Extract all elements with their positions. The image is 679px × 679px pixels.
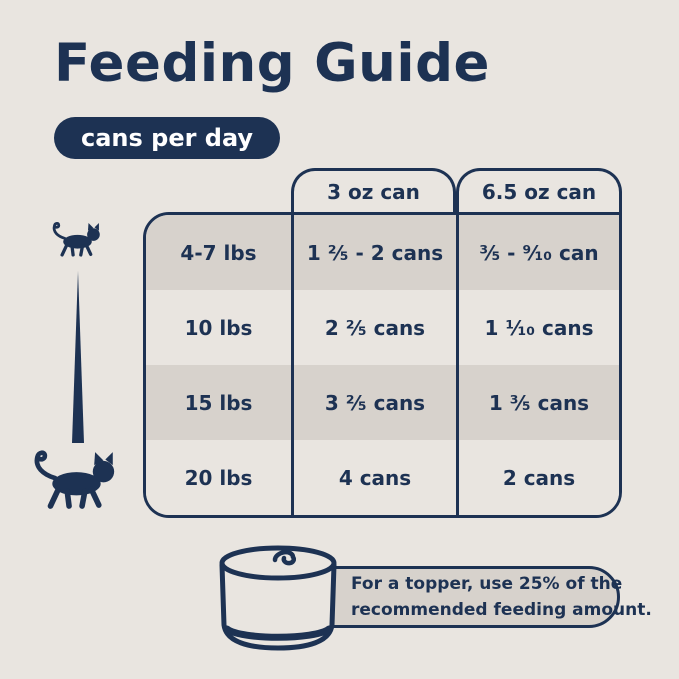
amount-65oz-cell: 1 ¹⁄₁₀ cans xyxy=(456,290,619,365)
amount-65oz-cell: ³⁄₅ - ⁹⁄₁₀ can xyxy=(456,215,619,290)
amount-65oz-cell: 1 ³⁄₅ cans xyxy=(456,365,619,440)
table-row: 15 lbs 3 ²⁄₅ cans 1 ³⁄₅ cans xyxy=(146,365,619,440)
column-header-3oz-label: 3 oz can xyxy=(327,179,420,204)
weight-cell: 10 lbs xyxy=(184,315,253,340)
topper-note-line2: recommended feeding amount. xyxy=(351,600,652,620)
weight-cell: 15 lbs xyxy=(184,390,253,415)
large-cat-icon xyxy=(34,450,115,509)
amount-65oz-cell: 2 cans xyxy=(456,440,619,515)
amount-3oz-cell: 3 ²⁄₅ cans xyxy=(291,365,456,440)
weight-cell: 20 lbs xyxy=(184,465,253,490)
column-header-3oz: 3 oz can xyxy=(291,168,456,212)
column-header-65oz-label: 6.5 oz can xyxy=(481,179,597,204)
table-row: 10 lbs 2 ²⁄₅ cans 1 ¹⁄₁₀ cans xyxy=(146,290,619,365)
small-cat-icon xyxy=(52,222,100,257)
size-scale-triangle xyxy=(72,271,84,443)
amount-3oz-cell: 2 ²⁄₅ cans xyxy=(291,290,456,365)
amount-3oz-cell: 1 ²⁄₅ - 2 cans xyxy=(291,215,456,290)
cans-per-day-badge: cans per day xyxy=(54,117,281,159)
table-row: 20 lbs 4 cans 2 cans xyxy=(146,440,619,515)
cat-food-can-icon xyxy=(219,545,337,651)
topper-note-line1: For a topper, use 25% of the xyxy=(351,574,623,594)
table-row: 4-7 lbs 1 ²⁄₅ - 2 cans ³⁄₅ - ⁹⁄₁₀ can xyxy=(146,215,619,290)
feeding-table: 4-7 lbs 1 ²⁄₅ - 2 cans ³⁄₅ - ⁹⁄₁₀ can 10… xyxy=(143,212,622,518)
weight-cell: 4-7 lbs xyxy=(180,240,257,265)
column-header-65oz: 6.5 oz can xyxy=(456,168,622,212)
amount-3oz-cell: 4 cans xyxy=(291,440,456,515)
page-title: Feeding Guide xyxy=(54,33,490,94)
topper-note: For a topper, use 25% of the recommended… xyxy=(298,566,652,628)
